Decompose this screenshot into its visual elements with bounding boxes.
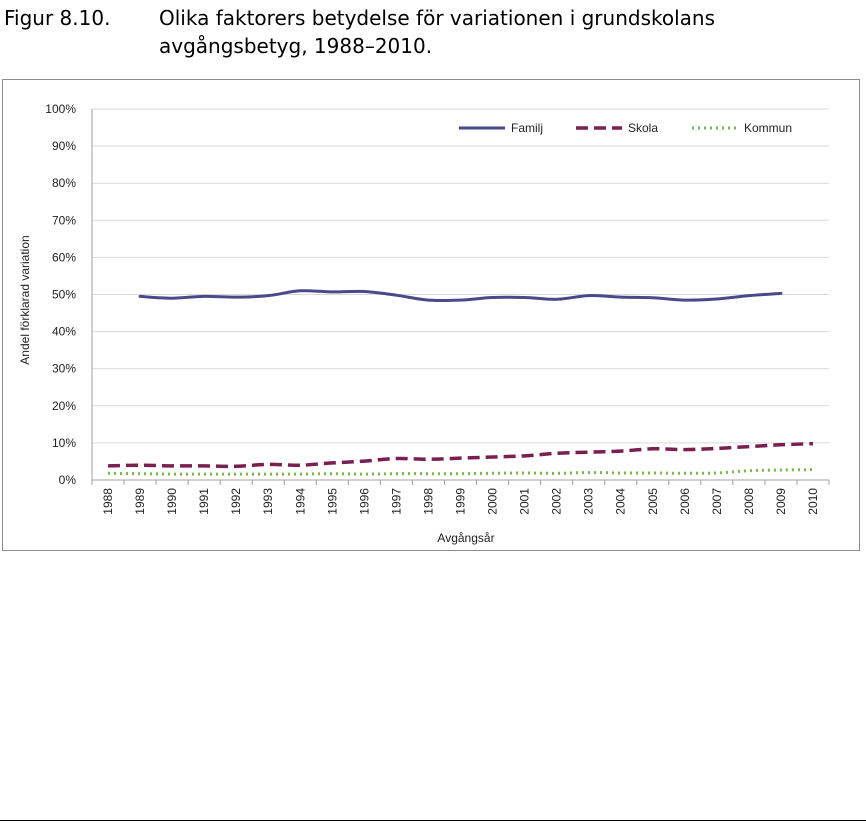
x-tick-label: 1992 <box>229 488 243 515</box>
x-tick-label: 1994 <box>293 488 307 515</box>
y-tick-label: 0% <box>59 473 77 487</box>
y-tick-label: 20% <box>52 399 76 413</box>
y-tick-label: 90% <box>52 139 76 153</box>
y-tick-label: 70% <box>52 213 76 227</box>
figure-number: Figur 8.10. <box>4 6 111 30</box>
x-tick-label: 2004 <box>614 488 628 515</box>
bottom-rule <box>0 820 866 821</box>
legend-label-kommun: Kommun <box>744 121 792 135</box>
x-tick-label: 2005 <box>646 488 660 515</box>
x-tick-label: 2010 <box>806 488 820 515</box>
y-tick-label: 10% <box>52 436 76 450</box>
legend-label-familj: Familj <box>511 121 543 135</box>
x-tick-label: 2002 <box>550 488 564 515</box>
x-axis-label: Avgångsår <box>437 531 494 545</box>
x-tick-label: 1998 <box>421 488 435 515</box>
y-tick-label: 50% <box>52 288 76 302</box>
x-tick-label: 1996 <box>357 488 371 515</box>
series-line-kommun <box>107 468 814 476</box>
x-tick-label: 1990 <box>165 488 179 515</box>
x-tick-label: 1999 <box>454 488 468 515</box>
x-tick-label: 2000 <box>486 488 500 515</box>
x-tick-label: 2006 <box>678 488 692 515</box>
x-tick-labels: 1988 1989 1990 1991 1992 1993 1994 1995 1996 1997… <box>91 480 830 515</box>
x-tick-label: 2007 <box>710 488 724 515</box>
y-tick-label: 30% <box>52 362 76 376</box>
y-tick-label: 60% <box>52 250 76 264</box>
y-tick-label: 80% <box>52 176 76 190</box>
x-tick-label: 2009 <box>774 488 788 515</box>
y-tick-label: 40% <box>52 325 76 339</box>
gridlines <box>91 108 829 481</box>
x-tick-label: 2008 <box>742 488 756 515</box>
series-lines <box>107 289 814 476</box>
legend: Familj Skola Kommun <box>459 121 792 135</box>
figure-title: Olika faktorers betydelse för variatione… <box>159 6 716 58</box>
x-tick-label: 1988 <box>101 488 115 515</box>
y-axis-label: Andel förklarad variation <box>18 235 32 364</box>
x-tick-label: 1993 <box>261 488 275 515</box>
y-tick-labels: 0% 10% 20% 30% 40% 50% 60% 70% 80% 90% 100% <box>45 102 76 487</box>
series-line-skola <box>107 441 814 469</box>
legend-label-skola: Skola <box>628 121 658 135</box>
x-tick-label: 2003 <box>582 488 596 515</box>
x-tick-label: 1989 <box>133 488 147 515</box>
x-tick-label: 1991 <box>197 488 211 515</box>
x-tick-label: 2001 <box>518 488 532 515</box>
series-line-familj <box>138 289 783 303</box>
x-tick-label: 1995 <box>325 488 339 515</box>
x-tick-label: 1997 <box>389 488 403 515</box>
y-tick-label: 100% <box>45 102 76 116</box>
